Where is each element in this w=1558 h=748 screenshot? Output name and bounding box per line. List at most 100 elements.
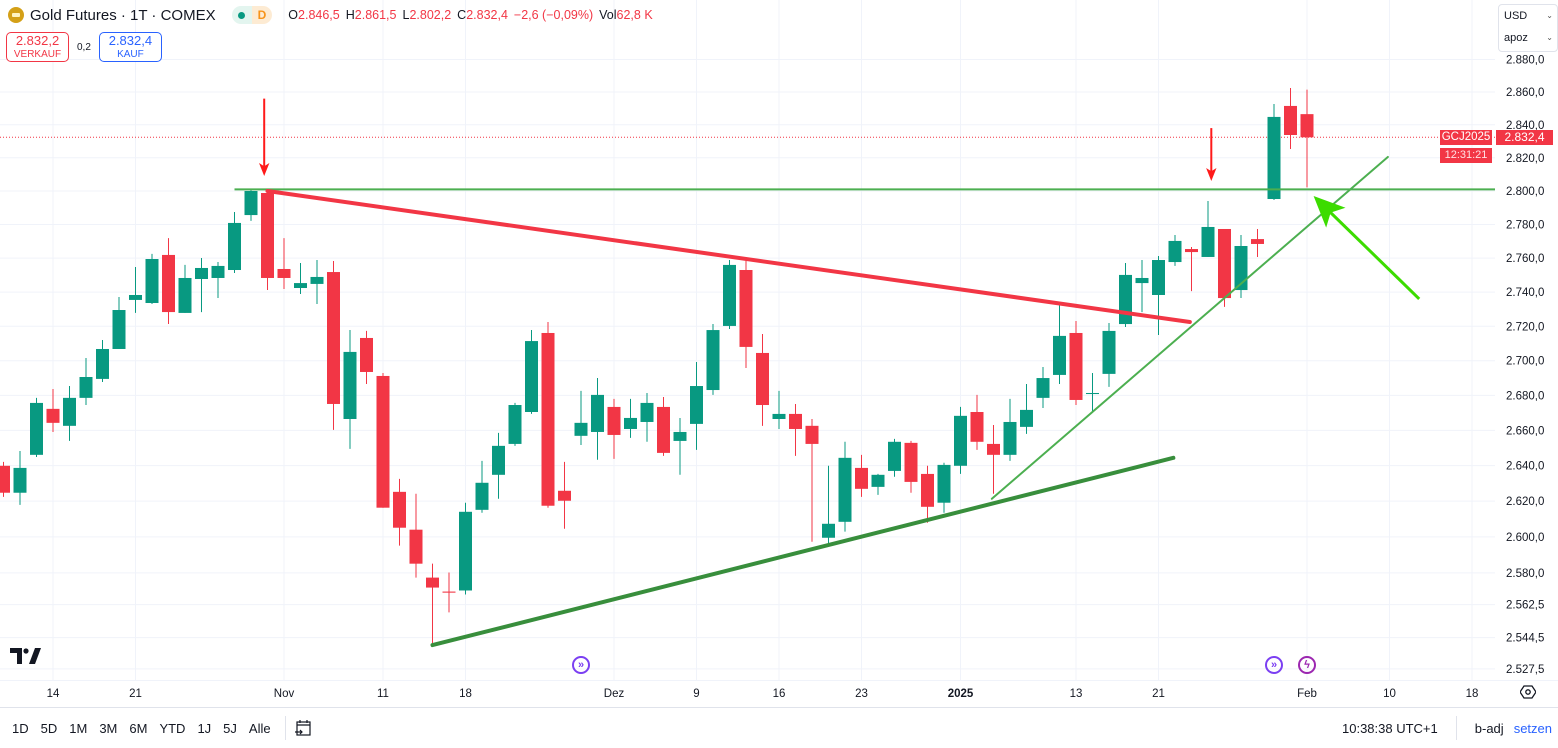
candle-body <box>756 352 769 406</box>
arrow-head <box>259 163 270 177</box>
unit-select[interactable]: apoz ⌄ <box>1499 27 1557 49</box>
candle <box>525 330 538 414</box>
dividend-event-icon[interactable]: » <box>1265 656 1283 674</box>
candle <box>1053 301 1066 384</box>
candle <box>657 396 670 456</box>
candle <box>624 398 637 438</box>
sell-label: VERKAUF <box>13 49 62 60</box>
range-all[interactable]: Alle <box>248 720 271 736</box>
range-5j[interactable]: 5J <box>223 720 237 736</box>
lightning-event-icon[interactable]: ϟ <box>1298 656 1316 674</box>
range-3m[interactable]: 3M <box>99 720 118 736</box>
candle-body <box>706 330 720 391</box>
time-tick-label: Nov <box>274 688 295 700</box>
arrow-drawing[interactable] <box>1206 128 1217 182</box>
candle-body <box>772 413 786 419</box>
price-tick-label: 2.840,0 <box>1506 120 1544 132</box>
sell-button[interactable]: 2.832,2 VERKAUF <box>6 32 69 62</box>
arrow-head <box>1206 168 1217 182</box>
ohlc-key: L <box>402 8 410 22</box>
adjustment-toggle[interactable]: b-adj <box>1474 720 1504 736</box>
time-axis[interactable]: 14 21 Nov 11 18 Dez 9 16 23 2025 13 21 Feb 10 18 <box>0 680 1558 701</box>
candle <box>211 262 225 299</box>
ohlc-key: C <box>457 8 467 22</box>
candle <box>360 330 373 384</box>
time-tick-label: 16 <box>773 688 786 700</box>
candle <box>1267 103 1281 201</box>
price-tick-label: 2.780,0 <box>1506 219 1544 231</box>
arrow-shaft <box>1327 209 1421 300</box>
price-chart[interactable]: 2.880,0 2.860,0 2.840,0 2.820,0 2.800,0 2.780… <box>0 0 1558 707</box>
range-6m[interactable]: 6M <box>129 720 148 736</box>
candle <box>706 324 720 395</box>
range-1j[interactable]: 1J <box>197 720 212 736</box>
range-5d[interactable]: 5D <box>40 720 58 736</box>
candle-body <box>46 408 60 423</box>
candle <box>1020 383 1033 434</box>
trend-line-drawing[interactable] <box>265 189 1192 324</box>
candle-body <box>178 277 192 313</box>
candle <box>459 502 472 595</box>
candle <box>162 238 175 325</box>
price-axis[interactable]: 2.880,0 2.860,0 2.840,0 2.820,0 2.800,0 2.780… <box>1495 0 1558 707</box>
currency-select[interactable]: USD ⌄ <box>1499 5 1557 27</box>
candle-body <box>1102 330 1116 374</box>
trend-line-drawing[interactable] <box>430 455 1176 648</box>
candle <box>30 397 43 457</box>
candle-body <box>63 397 76 426</box>
candle <box>46 388 60 432</box>
drawings[interactable] <box>234 98 1496 648</box>
candle <box>871 473 885 495</box>
candle-body <box>838 457 852 522</box>
candle <box>1152 255 1165 336</box>
price-tick-label: 2.700,0 <box>1506 356 1544 368</box>
candle-body <box>244 191 258 216</box>
buy-button[interactable]: 2.832,4 KAUF <box>98 32 162 62</box>
arrow-drawing[interactable] <box>1313 196 1421 300</box>
candle <box>1251 228 1264 257</box>
settings-icon[interactable] <box>1520 684 1536 700</box>
set-adjustment-link[interactable]: setzen <box>1513 720 1552 736</box>
price-tick-label: 2.544,5 <box>1506 633 1544 645</box>
candle <box>690 361 703 450</box>
price-tick-label: 2.720,0 <box>1506 321 1544 333</box>
candle <box>937 462 951 513</box>
candle <box>1218 228 1231 307</box>
candle-body <box>525 341 538 412</box>
tradingview-logo-icon[interactable] <box>10 648 42 666</box>
last-price-label: 2.832,4 <box>1496 130 1553 145</box>
candle <box>822 465 835 544</box>
candle-body <box>1003 421 1017 455</box>
candle <box>13 450 27 505</box>
clock-timezone[interactable]: 10:38:38 UTC+1 <box>1342 720 1438 736</box>
range-1d[interactable]: 1D <box>12 720 29 736</box>
candle-body <box>723 264 736 326</box>
range-ytd[interactable]: YTD <box>159 720 186 736</box>
candle <box>1119 263 1132 327</box>
market-status-badge[interactable]: D <box>231 6 273 24</box>
candle <box>475 460 489 513</box>
candle-body <box>79 377 93 398</box>
dividend-event-icon[interactable]: » <box>572 656 590 674</box>
candle-body <box>492 445 505 475</box>
candle-body <box>1300 114 1314 138</box>
price-tick-label: 2.760,0 <box>1506 253 1544 265</box>
unit-value: apoz <box>1504 32 1528 44</box>
candle <box>112 297 126 349</box>
range-1m[interactable]: 1M <box>69 720 88 736</box>
volume-key: Vol <box>599 8 617 22</box>
price-axis-background <box>1495 0 1558 707</box>
candle-body <box>1168 240 1182 263</box>
go-to-date-calendar-icon[interactable] <box>294 719 312 737</box>
price-tick-label: 2.740,0 <box>1506 287 1544 299</box>
time-tick-label: Feb <box>1297 688 1317 700</box>
chevron-down-icon: ⌄ <box>1546 11 1553 20</box>
candle <box>145 253 159 305</box>
candle <box>376 373 390 508</box>
arrow-drawing[interactable] <box>259 98 270 177</box>
symbol-title[interactable]: Gold Futures · 1T · COMEX <box>30 6 216 24</box>
candle-body <box>508 405 522 444</box>
candle-body <box>1185 249 1198 253</box>
candle-body <box>1218 228 1231 299</box>
time-tick-label: 21 <box>1152 688 1165 700</box>
